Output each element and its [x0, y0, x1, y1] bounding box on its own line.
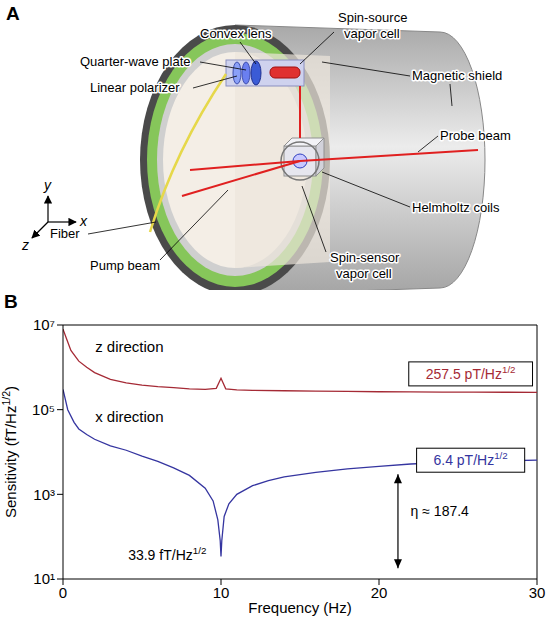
svg-text:30: 30	[529, 584, 546, 601]
svg-text:x: x	[79, 213, 88, 229]
svg-text:y: y	[43, 177, 52, 193]
svg-text:Pump beam: Pump beam	[90, 258, 160, 273]
svg-text:Convex lens: Convex lens	[200, 26, 272, 41]
svg-text:10: 10	[213, 584, 230, 601]
svg-text:6.4 pT/Hz1/2: 6.4 pT/Hz1/2	[433, 450, 507, 468]
svg-text:257.5 pT/Hz1/2: 257.5 pT/Hz1/2	[426, 364, 516, 382]
svg-text:B: B	[4, 292, 18, 312]
svg-text:Probe beam: Probe beam	[440, 128, 511, 143]
svg-text:Fiber: Fiber	[50, 226, 80, 241]
svg-text:x direction: x direction	[95, 408, 163, 425]
svg-text:η ≈ 187.4: η ≈ 187.4	[411, 503, 469, 519]
svg-text:Linear polarizer: Linear polarizer	[90, 80, 180, 95]
svg-text:33.9 fT/Hz1/2: 33.9 fT/Hz1/2	[128, 545, 206, 563]
svg-text:Quarter-wave plate: Quarter-wave plate	[80, 54, 191, 69]
svg-text:A: A	[6, 3, 20, 24]
svg-text:Magnetic shield: Magnetic shield	[412, 68, 502, 83]
svg-text:10¹: 10¹	[33, 570, 55, 587]
svg-text:Spin-sensorvapor cell: Spin-sensorvapor cell	[330, 250, 400, 281]
svg-text:z direction: z direction	[95, 338, 163, 355]
svg-text:10³: 10³	[33, 486, 55, 503]
svg-text:0: 0	[59, 584, 67, 601]
svg-text:Frequency (Hz): Frequency (Hz)	[248, 599, 351, 616]
svg-text:Helmholtz coils: Helmholtz coils	[412, 200, 500, 215]
svg-text:Spin-sourcevapor cell: Spin-sourcevapor cell	[338, 10, 407, 41]
svg-text:10⁵: 10⁵	[32, 401, 55, 418]
svg-text:z: z	[21, 237, 29, 253]
svg-text:20: 20	[371, 584, 388, 601]
svg-text:Sensitivity (fT/Hz1/2): Sensitivity (fT/Hz1/2)	[0, 386, 19, 518]
svg-text:10⁷: 10⁷	[33, 316, 55, 333]
